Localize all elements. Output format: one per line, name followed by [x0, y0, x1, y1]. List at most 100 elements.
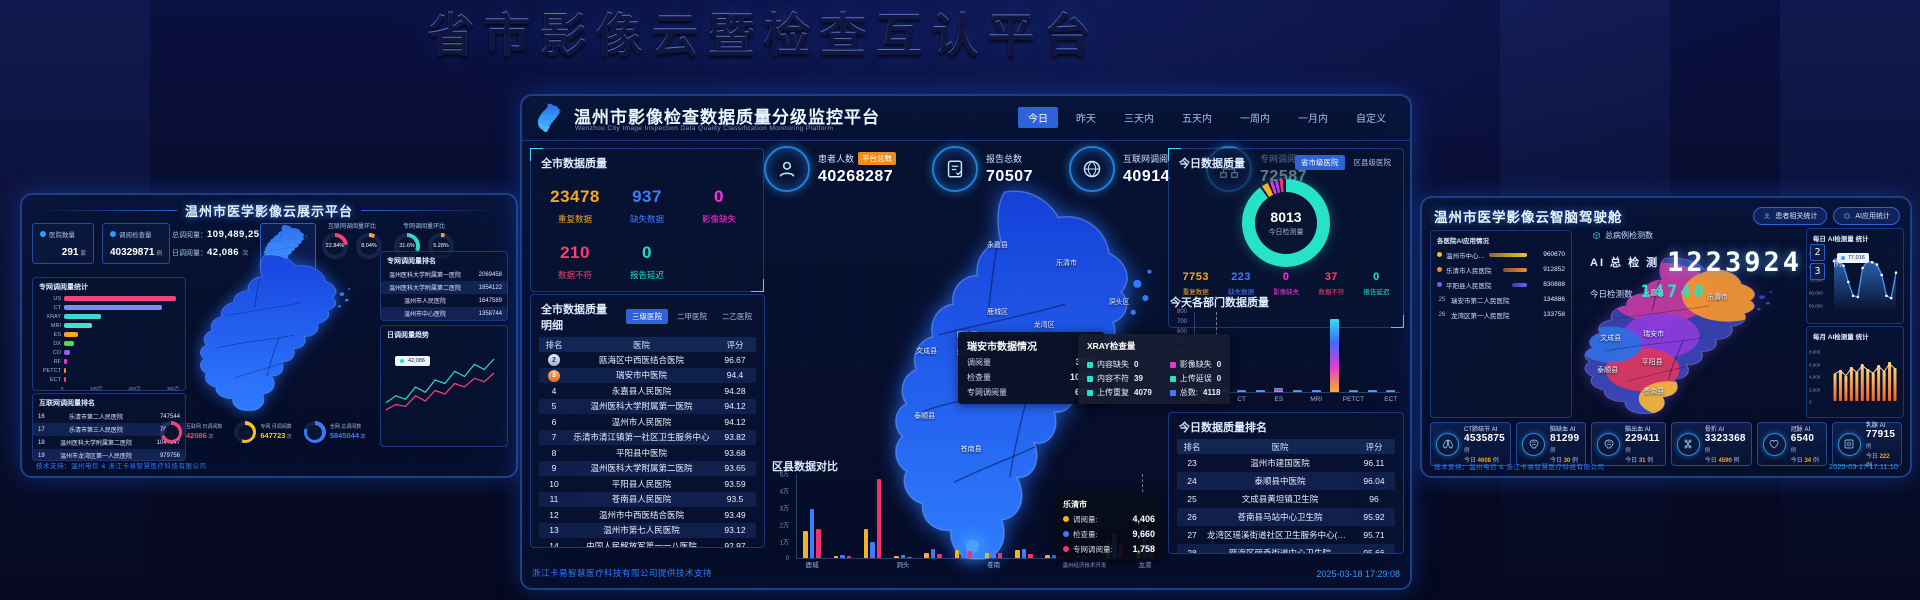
tab-五天内[interactable]: 五天内 — [1182, 114, 1212, 125]
score: 93.59 — [724, 478, 746, 489]
y-tick-label: 1万 — [779, 540, 789, 547]
rank: 11 — [549, 494, 559, 505]
dept-chart-title: 今天各部门数据质量 — [1170, 297, 1269, 309]
table-row: 温州医科大学附属第二医院 1854122 — [381, 281, 507, 294]
y-tick-label: 3万 — [779, 506, 789, 513]
internet-rank-title: 互联网调阅量排名 — [39, 400, 95, 407]
bone-icon — [1676, 432, 1700, 456]
stat-label: 缺失数据 — [1228, 289, 1255, 296]
bar-group: 鹿城 — [797, 474, 827, 569]
tooltip-row: 检查量10145 — [967, 372, 1095, 383]
donut-center-value: 8013 — [1270, 209, 1302, 225]
kpi-label: 互联网调阅 — [1123, 154, 1169, 164]
hospital-level-tabs: 三级医院 二甲医院 二乙医院 — [626, 308, 758, 324]
bar-检查量 — [930, 548, 936, 558]
tab-三级医院[interactable]: 三级医院 — [626, 308, 668, 324]
monthly-bar-chart — [1833, 362, 1897, 401]
ring-value: 8.04% — [361, 243, 377, 249]
today-quality-stats: 7753 重复数据 223 缺失数据 0 影像缺失 37 数据不符 0 报告延迟 — [1169, 267, 1403, 300]
kpi-value: 40914 — [1123, 168, 1171, 185]
tab-三天内[interactable]: 三天内 — [1124, 114, 1154, 125]
col-header: 排名 — [545, 339, 563, 350]
hbar-bar — [64, 377, 66, 382]
platform-logo-icon — [537, 103, 563, 132]
hbar-bar — [64, 323, 93, 328]
hbar-row: RF — [33, 357, 185, 366]
tab-省市级医院[interactable]: 省市级医院 — [1295, 154, 1345, 170]
hbar-bar — [64, 296, 176, 301]
score: 96 — [1369, 494, 1379, 504]
bar-group — [1251, 312, 1270, 392]
bar-专网调阅量 — [1028, 553, 1033, 558]
hospital-name: 中国人民解放军第一一八医院 — [586, 540, 697, 548]
district-label: 乐清市 — [1706, 294, 1728, 302]
district-label: 文成县 — [916, 348, 938, 356]
hospital-name: 温州市人民医院 — [403, 299, 446, 305]
map-tooltip-title: 瑞安市数据情况 — [967, 342, 1037, 353]
value: 2069458 — [478, 271, 502, 278]
ratio-ring: 8.04% — [356, 233, 382, 259]
bar-ES — [1274, 387, 1284, 392]
chip-unit: 例 — [1550, 448, 1556, 454]
hbar-row: CT — [33, 303, 185, 312]
y-tick-label: 4,000 — [1809, 374, 1821, 380]
bar-调阅量 — [803, 531, 808, 558]
score: 96.04 — [1363, 476, 1385, 486]
button-患者相关统计[interactable]: 患者相关统计 — [1753, 207, 1828, 225]
quality-stat: 7753 重复数据 — [1183, 271, 1209, 296]
usage-bar — [1489, 252, 1527, 257]
hbar-row: US — [33, 294, 185, 303]
button-label: AI应用统计 — [1855, 213, 1890, 220]
score: 94.28 — [724, 385, 746, 396]
score: 93.65 — [724, 463, 746, 474]
stat-label: 重复数据 — [557, 214, 592, 224]
xray-label: 内容不符 — [1097, 374, 1129, 383]
score: 94.12 — [724, 416, 746, 427]
tab-今日[interactable]: 今日 — [1018, 107, 1058, 128]
y-tick-label: 70,000 — [1809, 277, 1823, 283]
chip-total: 81299 例 — [1550, 433, 1580, 454]
quality-stat: 0 影像缺失 — [1273, 271, 1299, 296]
table-row: 7 乐清市清江镇第一社区卫生服务中心 93.82 — [539, 429, 756, 445]
bar-group: PETCT — [1343, 312, 1364, 403]
quality-stat: 0 报告延迟 — [611, 243, 683, 281]
district-labels: 永嘉县 乐清市 瑞安市 文成县 平阳县 泰顺县 苍南县 — [1572, 254, 1802, 420]
bar-DR — [1255, 390, 1265, 392]
bar-检查量 — [870, 542, 875, 558]
xray-value: 4079 — [1134, 388, 1152, 397]
usage-bar — [1503, 267, 1527, 272]
tab-一周内[interactable]: 一周内 — [1240, 114, 1270, 125]
table-row: 26 苍南县马站中心卫生院 95.92 — [1177, 508, 1395, 526]
stat-box: 调阅检查量 40329871 例 — [102, 223, 171, 264]
ai-chip-乳腺 AI: 乳腺 AI 77915 例今日 222 例 — [1831, 422, 1903, 469]
x-tick-label: CT — [1237, 396, 1246, 403]
tab-自定义[interactable]: 自定义 — [1356, 114, 1386, 125]
center-title: 温州市影像检查数据质量分级监控平台 — [574, 108, 880, 127]
hbar-label: RF — [53, 358, 61, 365]
chip-total: 6540 例 — [1790, 433, 1815, 454]
button-AI应用统计[interactable]: AI应用统计 — [1833, 207, 1900, 225]
person-icon — [764, 146, 810, 192]
score: 96.67 — [724, 354, 746, 365]
district-legend-title: 乐清市 — [1063, 500, 1087, 509]
hospital-name: 温州医科大学附属第一医院 — [590, 401, 693, 412]
ai-stat-chips: CT肺结节 AI 4535875 例今日 4608 例脑缺血 AI 81299 例今… — [1430, 422, 1903, 469]
ai-total-label: AI 总 检 测 — [1590, 257, 1660, 269]
district-label: 泰顺县 — [1597, 366, 1619, 374]
y-tick-label: 5万 — [779, 472, 789, 479]
tab-二乙医院[interactable]: 二乙医院 — [722, 311, 752, 321]
table-row: 25 文成县黄坦镇卫生院 96 — [1177, 490, 1395, 508]
tab-区县级医院[interactable]: 区县级医院 — [1353, 157, 1392, 167]
tab-二甲医院[interactable]: 二甲医院 — [677, 311, 707, 321]
gauge-unit: 次 — [206, 434, 214, 441]
score: 93.49 — [724, 509, 746, 520]
tab-一月内[interactable]: 一月内 — [1298, 114, 1328, 125]
xray-label: 上传重复 — [1097, 388, 1129, 397]
xray-tooltip-title: XRAY检查量 — [1087, 341, 1136, 351]
x-tick-label: 200万 — [128, 386, 141, 391]
ring-group-title: 专网调阅量环比 — [402, 224, 445, 230]
right-dashboard: 温州市医学影像云智脑驾驶舱 患者相关统计 AI应用统计 各医院AI应用情况 温州市… — [1420, 196, 1912, 478]
tab-昨天[interactable]: 昨天 — [1076, 114, 1096, 125]
stat-label: 数据不符 — [557, 270, 592, 280]
quality-stat: 0 影像缺失 — [683, 187, 755, 225]
